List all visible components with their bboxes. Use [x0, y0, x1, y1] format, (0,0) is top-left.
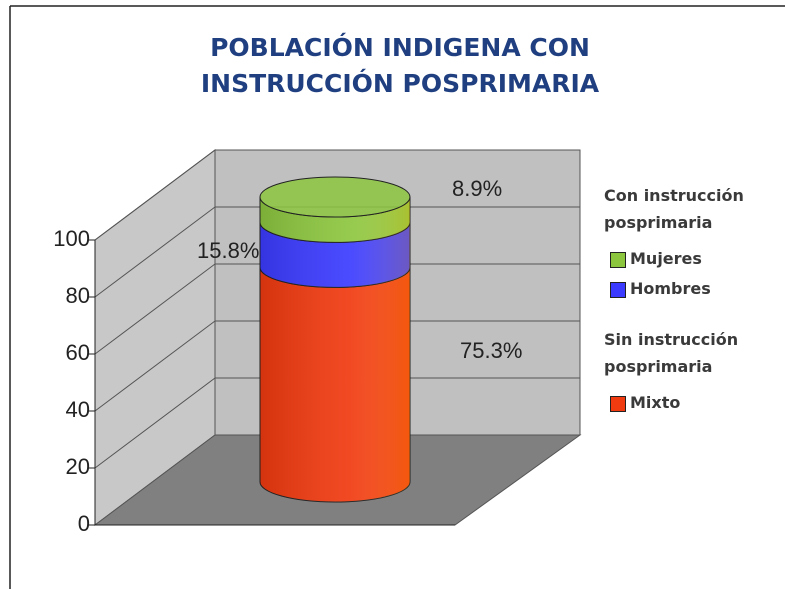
y-tick-label: 60 — [66, 340, 90, 365]
cylinder-shade — [260, 267, 410, 502]
y-tick-label: 40 — [66, 397, 90, 422]
value-label: 8.9% — [452, 176, 502, 201]
legend-label: Mujeres — [630, 249, 702, 268]
y-tick-label: 0 — [78, 511, 90, 536]
legend-swatch — [610, 252, 626, 268]
grid-line — [94, 263, 216, 355]
y-tick-label: 20 — [66, 454, 90, 479]
cylinder-shade — [260, 222, 410, 288]
legend-swatch — [610, 396, 626, 412]
legend-title: Sin instrucción posprimaria — [604, 330, 739, 376]
grid-line — [94, 206, 216, 298]
legend-entry: Hombres — [604, 274, 782, 304]
legend-group: Sin instrucción posprimaria Mixto — [604, 326, 782, 418]
y-tick-label: 80 — [66, 283, 90, 308]
legend-label: Hombres — [630, 279, 711, 298]
value-label: 75.3% — [460, 338, 522, 363]
cylinder-top — [259, 176, 411, 218]
value-label: 15.8% — [197, 238, 259, 263]
legend-title: Con instrucción posprimaria — [604, 186, 744, 232]
legend-entry: Mixto — [604, 388, 782, 418]
legend-swatch — [610, 282, 626, 298]
grid-line — [94, 149, 216, 241]
grid-line — [94, 320, 216, 412]
legend-label: Mixto — [630, 393, 681, 412]
y-tick-label: 100 — [53, 226, 90, 251]
legend-entry: Mujeres — [604, 244, 782, 274]
legend-group: Con instrucción posprimaria Mujeres Hombre… — [604, 182, 782, 304]
legend: Con instrucción posprimaria Mujeres Hombre… — [604, 182, 782, 440]
grid-line — [94, 377, 216, 469]
chart-title: POBLACIÓN INDIGENA CON INSTRUCCIÓN POSPR… — [200, 33, 600, 98]
cylinder-shade — [260, 197, 410, 243]
